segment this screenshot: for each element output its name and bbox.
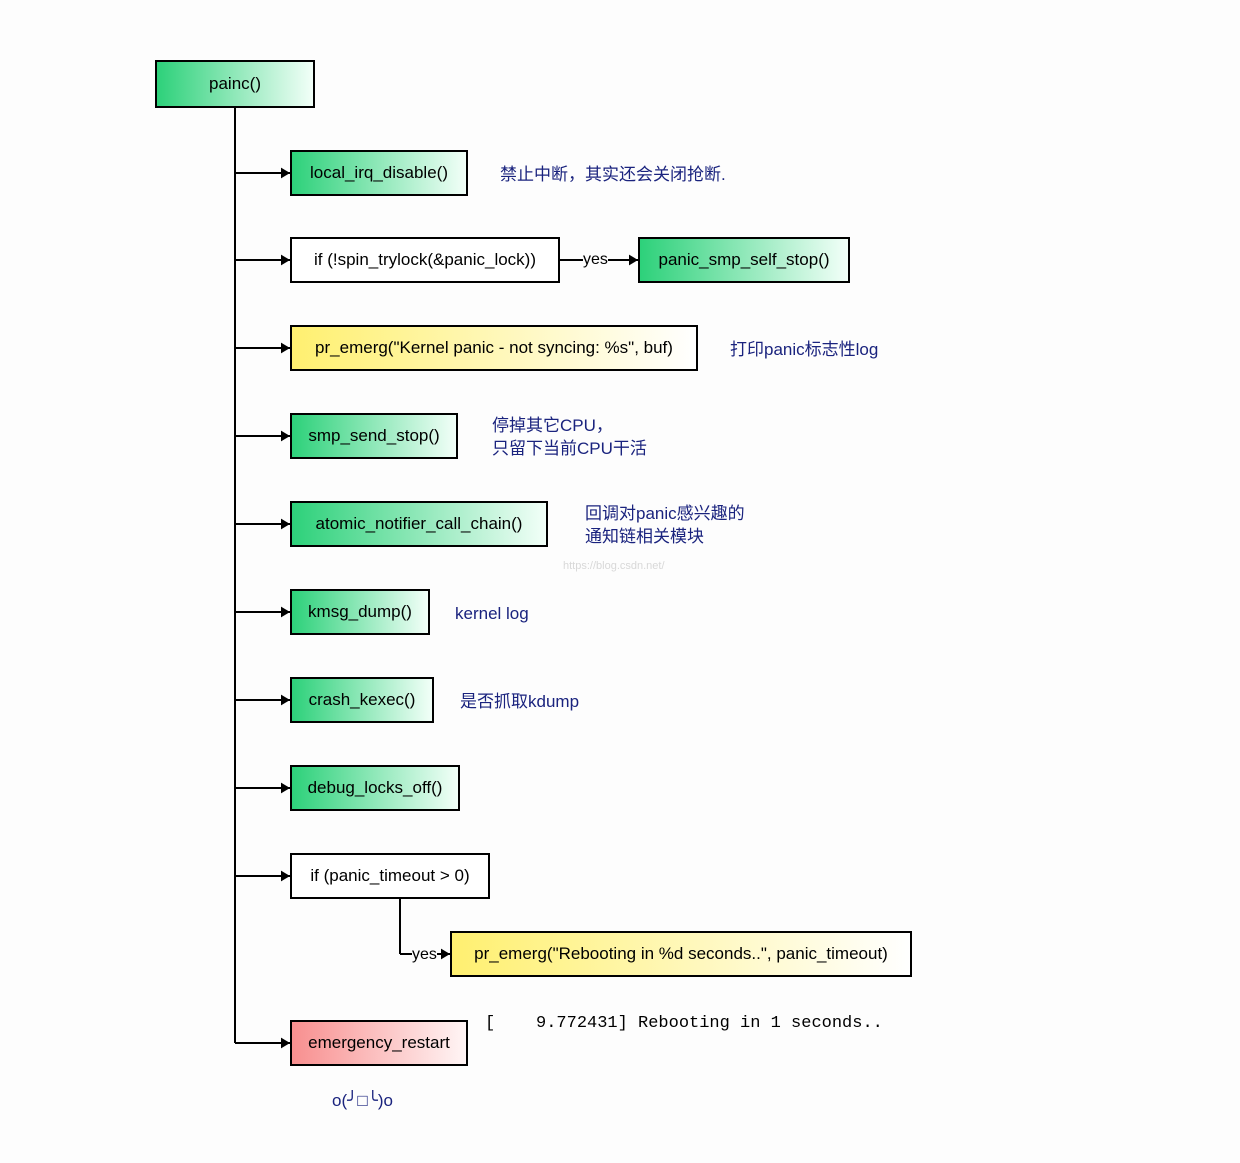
annotation-a_crash: 是否抓取kdump	[460, 691, 579, 714]
node-kmsg: kmsg_dump()	[290, 589, 430, 635]
node-premerg1: pr_emerg("Kernel panic - not syncing: %s…	[290, 325, 698, 371]
node-dlocks: debug_locks_off()	[290, 765, 460, 811]
node-crash: crash_kexec()	[290, 677, 434, 723]
annotation-a_kmsg: kernel log	[455, 603, 529, 626]
node-spin: if (!spin_trylock(&panic_lock))	[290, 237, 560, 283]
edge-label-yes1: yes	[583, 251, 608, 269]
annotation-a_pr1: 打印panic标志性log	[730, 339, 878, 362]
node-premerg2: pr_emerg("Rebooting in %d seconds..", pa…	[450, 931, 912, 977]
node-emerg: emergency_restart	[290, 1020, 468, 1066]
watermark-text: https://blog.csdn.net/	[563, 560, 665, 572]
node-smp: smp_send_stop()	[290, 413, 458, 459]
annotation-a_atomic: 回调对panic感兴趣的 通知链相关模块	[585, 503, 745, 549]
annotation-a_boot: [ 9.772431] Rebooting in 1 seconds..	[485, 1013, 883, 1036]
annotation-a_face: o(╯□╰)o	[332, 1090, 393, 1113]
node-ifto: if (panic_timeout > 0)	[290, 853, 490, 899]
annotation-a_smp: 停掉其它CPU， 只留下当前CPU干活	[492, 415, 647, 461]
node-atomic: atomic_notifier_call_chain()	[290, 501, 548, 547]
node-painc: painc()	[155, 60, 315, 108]
edge-label-yes2: yes	[412, 946, 437, 964]
node-lirq: local_irq_disable()	[290, 150, 468, 196]
flowchart-canvas: painc() local_irq_disable()if (!spin_tryl…	[0, 0, 1240, 1163]
node-selfstop: panic_smp_self_stop()	[638, 237, 850, 283]
annotation-a_lirq: 禁止中断，其实还会关闭抢断.	[500, 164, 726, 187]
